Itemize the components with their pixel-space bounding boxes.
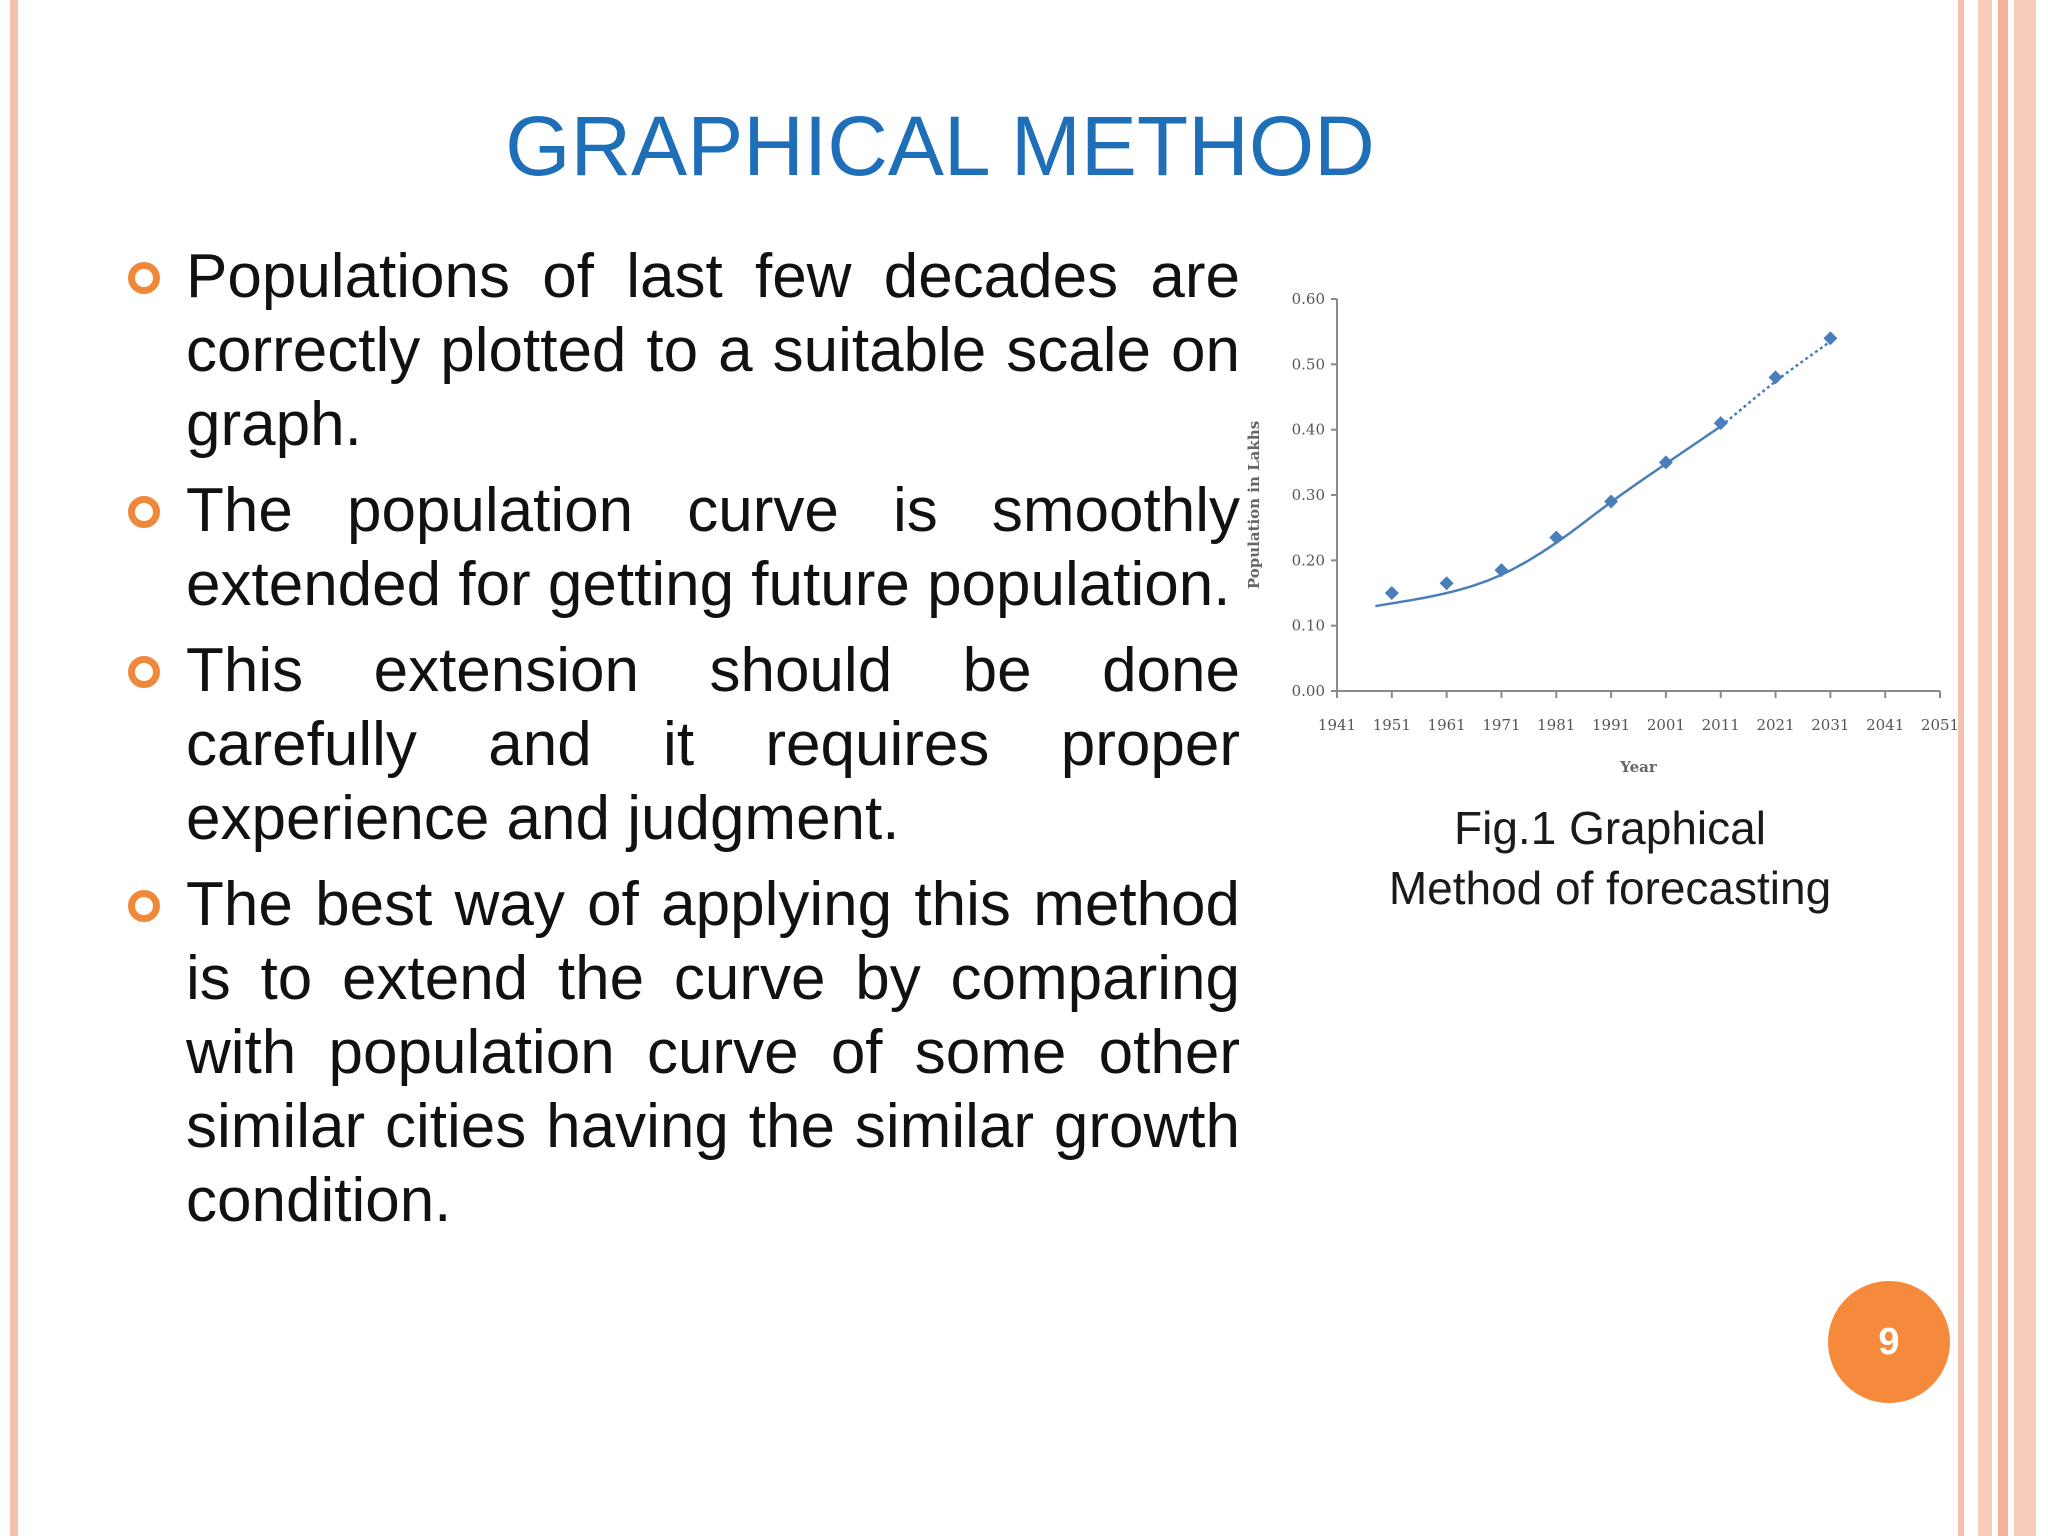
- bullet-text: Populations of last few decades are corr…: [186, 242, 1240, 459]
- data-point: [1494, 563, 1509, 578]
- x-tick-label: 2021: [1756, 716, 1794, 734]
- x-tick-label: 2011: [1702, 716, 1740, 734]
- x-tick-label: 2001: [1647, 716, 1685, 734]
- data-point: [1384, 586, 1399, 600]
- x-tick-label: 2031: [1811, 716, 1849, 734]
- ring-bullet-icon: [128, 890, 160, 922]
- caption-line-2: Method of forecasting: [1388, 862, 1832, 914]
- ring-bullet-icon: [128, 262, 160, 294]
- x-tick-label: 1971: [1482, 716, 1520, 734]
- x-tick-label: 1961: [1428, 716, 1466, 734]
- y-tick-label: 0.20: [1292, 551, 1325, 569]
- caption-line-1: Fig.1 Graphical: [1454, 802, 1766, 854]
- bullet-item: Populations of last few decades are corr…: [128, 240, 1240, 462]
- slide-title: GRAPHICAL METHOD: [505, 99, 1375, 193]
- y-tick-label: 0.30: [1292, 486, 1325, 504]
- figure-caption: Fig.1 Graphical Method of forecasting: [1300, 798, 1920, 918]
- data-point: [1713, 416, 1728, 431]
- right-border-stripe-1: [1958, 0, 1964, 1536]
- page-number-badge: 9: [1828, 1281, 1950, 1403]
- bullet-text: This extension should be done carefully …: [186, 636, 1240, 853]
- bullet-item: The best way of applying this method is …: [128, 868, 1240, 1238]
- right-border-stripe-2: [1978, 0, 1992, 1536]
- x-tick-label: 2041: [1866, 716, 1904, 734]
- bullet-list: Populations of last few decades are corr…: [128, 240, 1240, 1250]
- x-tick-label: 1941: [1318, 716, 1356, 734]
- y-tick-label: 0.50: [1292, 355, 1325, 373]
- x-axis-title: Year: [1619, 758, 1658, 776]
- chart-svg: 0.00 0.10 0.20 0.30 0.40 0.50 0.60 1941 1951 1961…: [1245, 290, 1959, 776]
- y-tick-label: 0.60: [1292, 290, 1325, 308]
- x-tick-label: 1981: [1537, 716, 1575, 734]
- data-point: [1768, 370, 1783, 385]
- x-tick-label: 1991: [1592, 716, 1630, 734]
- data-point: [1439, 576, 1454, 591]
- bullet-item: This extension should be done carefully …: [128, 634, 1240, 856]
- y-axis-title: Population in Lakhs: [1245, 421, 1263, 589]
- y-tick-label: 0.00: [1292, 682, 1325, 700]
- data-point: [1823, 331, 1838, 346]
- bullet-text: The best way of applying this method is …: [186, 870, 1240, 1235]
- bullet-text: The population curve is smoothly extende…: [186, 476, 1240, 619]
- y-tick-label: 0.10: [1292, 617, 1325, 635]
- right-border-stripe-4: [2014, 0, 2036, 1536]
- data-point: [1549, 530, 1564, 545]
- bullet-item: The population curve is smoothly extende…: [128, 474, 1240, 622]
- data-point: [1604, 494, 1619, 509]
- data-point: [1658, 455, 1673, 470]
- left-border-stripe: [10, 0, 18, 1536]
- trend-line: [1375, 425, 1722, 608]
- x-tick-label: 2051: [1921, 716, 1959, 734]
- ring-bullet-icon: [128, 496, 160, 528]
- x-tick-label: 1951: [1373, 716, 1411, 734]
- ring-bullet-icon: [128, 656, 160, 688]
- y-tick-label: 0.40: [1292, 421, 1325, 439]
- extension-line: [1719, 340, 1832, 428]
- right-border-stripe-3: [1998, 0, 2008, 1536]
- population-chart: 0.00 0.10 0.20 0.30 0.40 0.50 0.60 1941 1951 1961…: [1240, 280, 1965, 800]
